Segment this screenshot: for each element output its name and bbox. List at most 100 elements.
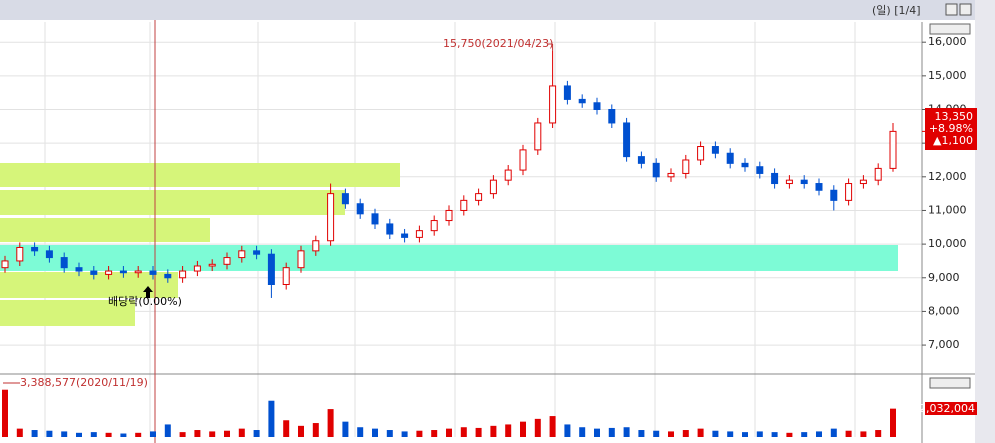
candle-body (697, 146, 705, 161)
volume-bar (697, 428, 704, 437)
candle-body (341, 193, 349, 205)
candle-body (1, 260, 9, 269)
volume-bar (209, 431, 216, 437)
volume-bar (653, 430, 660, 437)
volume-bar (357, 427, 364, 437)
volume-bar (520, 421, 526, 437)
volume-bar (579, 427, 586, 437)
header-title: (일) [1/4] (872, 3, 921, 17)
volume-bar (194, 430, 201, 437)
candle-body (711, 146, 719, 154)
candle-body (489, 179, 497, 195)
volume-bar (712, 430, 719, 437)
y-tick-label: 15,000 (928, 69, 967, 82)
volume-bar (505, 424, 512, 437)
candle-body (253, 250, 261, 255)
volume-bar (594, 428, 600, 437)
candle-body (60, 257, 68, 269)
volume-bar (742, 432, 748, 437)
volume-bar (682, 430, 689, 437)
candle-body (223, 257, 231, 265)
volume-bar (283, 420, 290, 437)
volume-bar (16, 428, 23, 437)
candle-body (267, 253, 275, 285)
candle-body (756, 166, 764, 174)
volume-bar (386, 430, 393, 437)
candle-body (800, 179, 808, 185)
candle-body (682, 159, 690, 174)
volume-label: 2,032,004 (919, 402, 975, 415)
candle-body (134, 270, 142, 274)
volume-bar (845, 430, 852, 437)
candle-body (889, 130, 897, 169)
volume-bar (890, 408, 896, 437)
candle-body (401, 233, 409, 238)
candle-body (90, 270, 98, 275)
volume-bar (771, 432, 778, 437)
y-tick-label: 11,000 (928, 203, 967, 216)
y-tick-label: 12,000 (928, 170, 967, 183)
volume-bar (61, 431, 68, 437)
candle-body (549, 85, 557, 124)
volume-bar (253, 430, 260, 437)
panel-buttons[interactable] (929, 23, 971, 35)
volume-bar (120, 433, 127, 437)
candle-body (623, 122, 631, 158)
volume-bar (431, 430, 438, 437)
volume-bar (2, 389, 8, 437)
volume-bar (150, 431, 156, 437)
volume-bar (298, 425, 304, 437)
annotation: 15,750(2021/04/23) (443, 37, 553, 50)
volume-bar (549, 416, 556, 437)
candle-body (371, 213, 379, 225)
volume-bar (327, 409, 334, 437)
toolbar (975, 0, 995, 443)
volume-bar (135, 432, 142, 437)
candle-body (652, 162, 660, 178)
candle-body (430, 220, 438, 232)
y-tick-label: 7,000 (928, 338, 960, 351)
zone (0, 300, 135, 326)
y-tick-label: 8,000 (928, 304, 960, 317)
candle-body (312, 240, 320, 252)
candle-body (45, 250, 53, 259)
candle-body (608, 109, 616, 124)
zone (0, 163, 400, 187)
candle-body (238, 250, 246, 259)
candle-body (16, 246, 24, 262)
volume-bar (401, 431, 408, 437)
button[interactable] (945, 3, 958, 16)
volume-bar (179, 432, 186, 437)
candle-body (386, 223, 394, 235)
candle-body (563, 85, 571, 100)
candle-body (741, 162, 749, 168)
candle-body (415, 230, 423, 238)
candle-body (637, 156, 645, 164)
candle-body (282, 267, 290, 285)
candle-body (179, 270, 187, 279)
candle-body (830, 189, 838, 201)
candle-body (874, 167, 882, 181)
zones (0, 163, 898, 326)
candle-body (726, 152, 734, 164)
candle-body (859, 179, 867, 185)
candle-body (845, 183, 853, 201)
volume-bar (490, 425, 497, 437)
volume-bar (801, 432, 808, 437)
candle-body (519, 149, 527, 171)
volume-bar (342, 421, 349, 437)
panel-buttons[interactable] (929, 377, 971, 389)
volume-bar (623, 427, 630, 437)
volume-bar (608, 427, 615, 437)
candle-body (534, 122, 542, 151)
volume-bar (446, 428, 452, 437)
volume-bar (46, 430, 53, 437)
candle-body (149, 270, 157, 275)
volume-bar (816, 431, 822, 437)
button[interactable] (959, 3, 972, 16)
volume-bar (31, 430, 38, 437)
zone (0, 245, 898, 271)
candle-body (193, 265, 201, 272)
volume-bar (90, 432, 97, 437)
volume-bar (638, 430, 645, 437)
